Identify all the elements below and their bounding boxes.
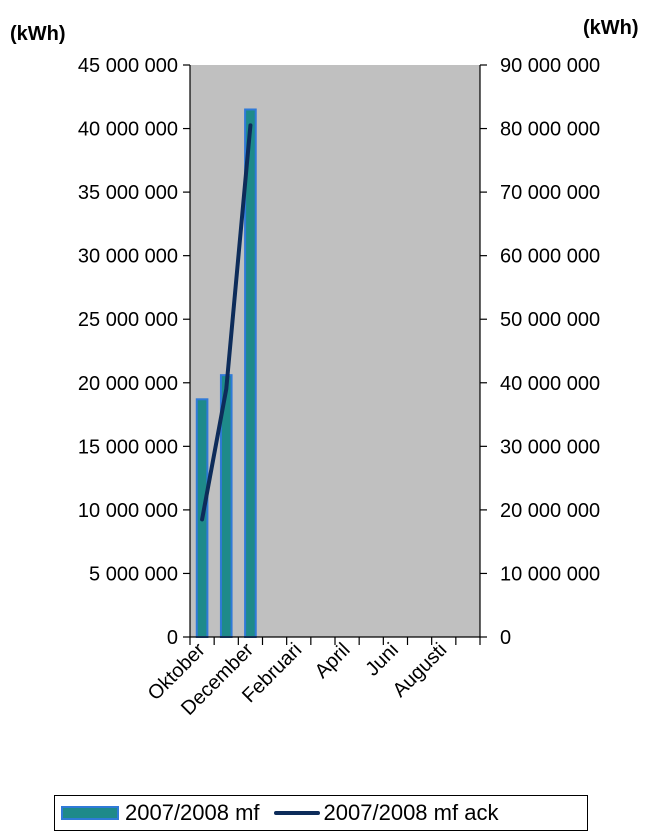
legend-item-line: 2007/2008 mf ack (266, 800, 499, 826)
y-right-tick-label: 60 000 000 (500, 246, 600, 268)
y-right-tick-label: 20 000 000 (500, 500, 600, 522)
legend-swatch-bar (61, 806, 119, 820)
y-left-tick-label: 40 000 000 (78, 119, 178, 141)
legend: 2007/2008 mf 2007/2008 mf ack (54, 795, 588, 831)
bar-december (244, 108, 257, 638)
y-left-tick-label: 20 000 000 (78, 373, 178, 395)
y-left-tick-label: 10 000 000 (78, 500, 178, 522)
y-right-tick-label: 80 000 000 (500, 119, 600, 141)
legend-label-line: 2007/2008 mf ack (323, 800, 499, 825)
y-left-tick-label: 0 (167, 627, 178, 649)
series-line-ack (200, 123, 253, 522)
legend-item-bar: 2007/2008 mf (61, 800, 260, 826)
y-right-tick-label: 50 000 000 (500, 309, 600, 331)
y-left-tick-label: 15 000 000 (78, 436, 178, 458)
x-tick-label: Juni (361, 639, 403, 681)
legend-label-bar: 2007/2008 mf (125, 800, 260, 825)
y-right-tick-label: 0 (500, 627, 511, 649)
y-right-tick-label: 70 000 000 (500, 182, 600, 204)
y-right-unit: (kWh) (583, 17, 639, 39)
y-left-tick-label: 45 000 000 (78, 55, 178, 77)
legend-swatch-line (273, 811, 320, 815)
y-right-tick-label: 90 000 000 (500, 55, 600, 77)
y-left-tick-label: 5 000 000 (89, 563, 178, 585)
y-left-tick-label: 25 000 000 (78, 309, 178, 331)
x-tick-label: Augusti (389, 639, 452, 702)
y-left-tick-label: 30 000 000 (78, 246, 178, 268)
chart: 0 5 000 000 10 000 000 15 000 000 20 000 000… (10, 17, 639, 720)
plot-area (190, 65, 480, 637)
y-right-tick-label: 30 000 000 (500, 436, 600, 458)
y-right-tick-label: 40 000 000 (500, 373, 600, 395)
y-left-unit: (kWh) (10, 23, 66, 45)
y-left-tick-label: 35 000 000 (78, 182, 178, 204)
x-tick-label: April (311, 639, 355, 683)
y-right-tick-label: 10 000 000 (500, 563, 600, 585)
